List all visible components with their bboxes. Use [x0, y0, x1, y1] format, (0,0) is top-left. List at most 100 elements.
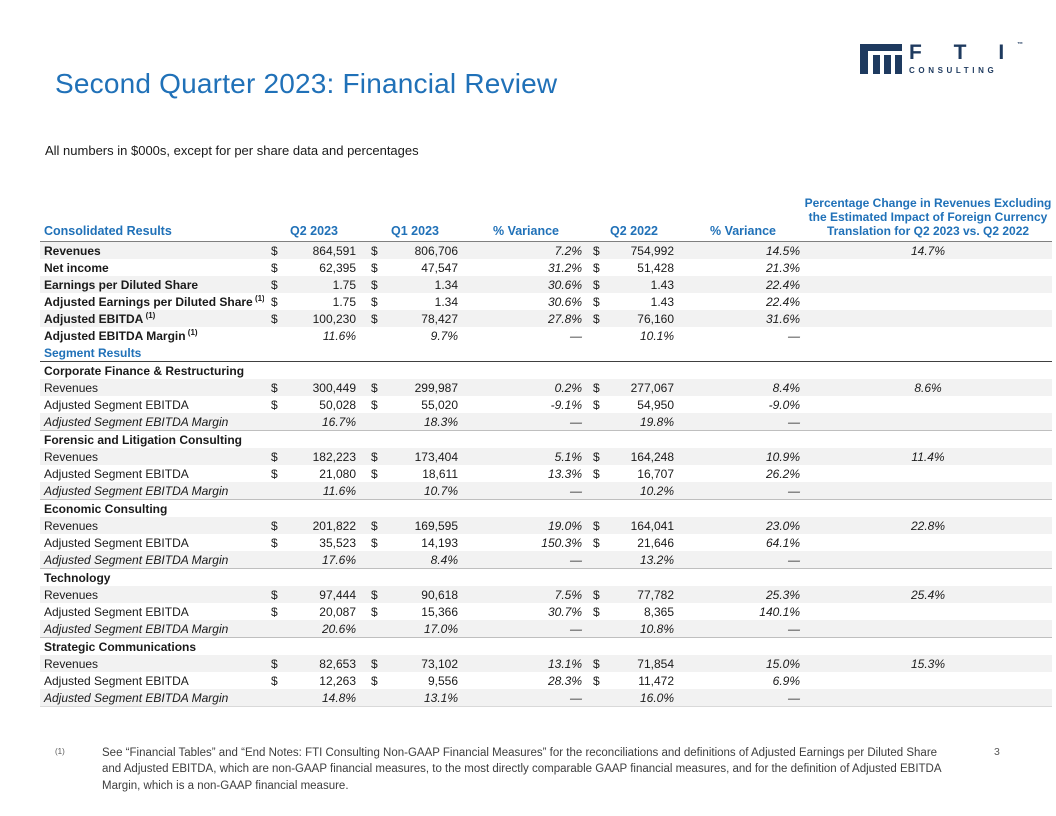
segment-header-row: Strategic Communications [40, 637, 1052, 656]
row-label-text: Adjusted Segment EBITDA Margin [44, 690, 229, 705]
q2-2022-currency [586, 551, 606, 569]
q1-2023-value: 15,366 [421, 604, 458, 619]
variance-q2-vs-q2-2022: 31.6% [765, 311, 800, 326]
q2-2022-value: 77,782 [637, 587, 674, 602]
q2-2022-value: 11,472 [638, 673, 674, 688]
variance-q2-vs-q2-2022: — [788, 483, 800, 498]
variance-q2-vs-q1: — [570, 621, 582, 636]
q1-2023-value: 1.34 [434, 277, 458, 292]
q2-2022-value: 10.1% [639, 328, 674, 343]
q1-2023-value: 9.7% [430, 328, 458, 343]
q2-2022-currency: $ [593, 243, 600, 258]
logo-brand: F T I™ [909, 41, 1024, 64]
q2-2022-value: 16.0% [639, 690, 674, 705]
q2-2023-value: 20.6% [321, 621, 356, 636]
q2-2023-currency: $ [271, 380, 278, 395]
fx-adjusted-revenue-change: 22.8% [910, 518, 946, 533]
q1-2023-currency: $ [371, 604, 378, 619]
q1-2023-currency [364, 551, 384, 569]
header-fx-revenue-change: Percentage Change in Revenues Excluding … [804, 196, 1052, 239]
q2-2023-value: 97,444 [319, 587, 356, 602]
fx-adjusted-revenue-change [804, 603, 1052, 620]
q2-2022-value: 8,365 [643, 604, 674, 619]
variance-q2-vs-q1: 150.3% [541, 535, 582, 550]
row-label-text: Adjusted EBITDA [44, 312, 144, 327]
q2-2022-value: 16,707 [637, 466, 674, 481]
row-label-text: Revenues [44, 243, 101, 258]
row-label: Adjusted Segment EBITDA Margin [40, 551, 264, 569]
q1-2023-value: 14,193 [421, 535, 458, 550]
variance-q2-vs-q2-2022: 64.1% [765, 535, 800, 550]
variance-q2-vs-q2-2022: 23.0% [765, 518, 800, 533]
q2-2023-value: 14.8% [321, 690, 356, 705]
section-title-row: Segment Results [40, 344, 1052, 362]
row-label-text: Revenues [44, 518, 99, 533]
row-label: Adjusted Segment EBITDA Margin [40, 482, 264, 500]
row-label: Adjusted Segment EBITDA [40, 672, 264, 689]
q1-2023-currency: $ [371, 449, 378, 464]
q1-2023-value: 55,020 [421, 397, 458, 412]
q2-2023-value: 62,395 [319, 260, 356, 275]
q2-2023-currency: $ [271, 449, 278, 464]
q1-2023-currency: $ [371, 518, 378, 533]
variance-q2-vs-q2-2022: — [788, 690, 800, 705]
q2-2022-currency: $ [593, 277, 600, 292]
q2-2023-currency: $ [271, 243, 278, 258]
row-label-text: Earnings per Diluted Share [44, 277, 199, 292]
fx-adjusted-revenue-change [804, 310, 1052, 327]
row-label: Corporate Finance & Restructuring [40, 362, 1052, 380]
table-row: Adjusted Segment EBITDA $50,028 $55,020 -9.… [40, 396, 1052, 413]
fx-adjusted-revenue-change [804, 672, 1052, 689]
q2-2022-currency: $ [593, 397, 600, 412]
variance-q2-vs-q1: 5.1% [554, 449, 582, 464]
q2-2023-currency: $ [271, 466, 278, 481]
q2-2022-value: 754,992 [630, 243, 674, 258]
q1-2023-value: 173,404 [414, 449, 458, 464]
q2-2022-currency [586, 482, 606, 500]
row-label-text: Revenues [44, 587, 99, 602]
q2-2023-value: 864,591 [312, 243, 356, 258]
fx-adjusted-revenue-change [804, 551, 1052, 569]
variance-q2-vs-q1: 27.8% [547, 311, 582, 326]
q1-2023-value: 13.1% [423, 690, 458, 705]
column-icon [860, 42, 902, 81]
q1-2023-currency: $ [371, 277, 378, 292]
q1-2023-currency: $ [371, 311, 378, 326]
q1-2023-currency: $ [371, 673, 378, 688]
q1-2023-currency [364, 413, 384, 431]
table-row: Adjusted EBITDA (1) $100,230 $78,427 27.8% $… [40, 310, 1052, 328]
table-body: Revenues $864,591 $806,706 7.2% $754,992 14.5… [40, 241, 1052, 707]
q1-2023-currency: $ [371, 294, 378, 309]
row-label: Revenues [40, 448, 264, 465]
variance-q2-vs-q1: 30.6% [547, 294, 582, 309]
q2-2023-value: 1.75 [332, 294, 356, 309]
row-label: Adjusted Earnings per Diluted Share (1) [40, 293, 264, 310]
row-label: Revenues [40, 655, 264, 672]
q2-2023-value: 182,223 [312, 449, 356, 464]
q2-2022-value: 71,854 [637, 656, 674, 671]
table-row: Adjusted Earnings per Diluted Share (1) $… [40, 293, 1052, 310]
page-title: Second Quarter 2023: Financial Review [55, 68, 558, 99]
q2-2023-value: 300,449 [312, 380, 356, 395]
row-label-text: Segment Results [44, 345, 142, 360]
variance-q2-vs-q2-2022: -9.0% [768, 397, 800, 412]
q2-2023-currency: $ [271, 535, 278, 550]
variance-q2-vs-q1: 31.2% [547, 260, 582, 275]
q2-2022-value: 54,950 [637, 397, 674, 412]
q1-2023-value: 10.7% [423, 483, 458, 498]
table-row: Revenues $864,591 $806,706 7.2% $754,992 14.5… [40, 241, 1052, 260]
q2-2023-value: 50,028 [319, 397, 356, 412]
q1-2023-currency: $ [371, 260, 378, 275]
q2-2022-value: 76,160 [637, 311, 674, 326]
fx-adjusted-revenue-change [804, 620, 1052, 638]
q2-2022-value: 19.8% [639, 414, 674, 429]
table-row: Adjusted Segment EBITDA Margin 20.6% 17.0%… [40, 620, 1052, 638]
table-row: Revenues $97,444 $90,618 7.5% $77,782 25.3% 25… [40, 586, 1052, 604]
footnote-reference: (1) [185, 328, 198, 338]
row-label: Adjusted Segment EBITDA Margin [40, 413, 264, 431]
q2-2022-currency: $ [593, 380, 600, 395]
row-label-text: Revenues [44, 380, 99, 395]
fx-adjusted-revenue-change: 14.7% [910, 243, 946, 258]
fti-consulting-logo: F T I™ CONSULTING [860, 42, 1023, 81]
